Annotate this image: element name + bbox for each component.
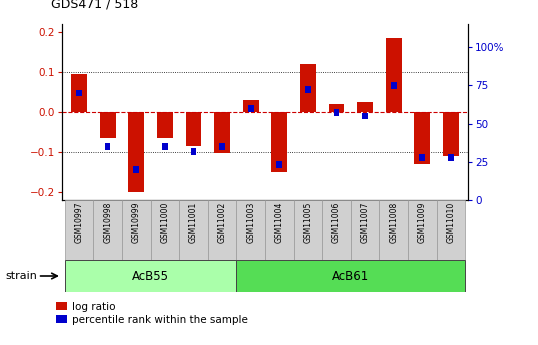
Bar bbox=[305, 87, 311, 93]
Bar bbox=[71, 74, 87, 112]
Bar bbox=[219, 143, 225, 150]
Text: GSM11010: GSM11010 bbox=[447, 202, 455, 243]
Bar bbox=[105, 143, 110, 150]
Bar bbox=[329, 104, 344, 112]
Bar bbox=[129, 112, 144, 192]
Text: GSM10997: GSM10997 bbox=[75, 202, 83, 244]
Bar bbox=[179, 200, 208, 260]
Bar bbox=[265, 200, 294, 260]
Bar bbox=[294, 200, 322, 260]
Bar bbox=[243, 100, 259, 112]
Bar bbox=[443, 112, 459, 156]
Text: GSM11006: GSM11006 bbox=[332, 202, 341, 243]
Bar bbox=[236, 260, 465, 292]
Bar bbox=[379, 200, 408, 260]
Bar bbox=[190, 148, 196, 155]
Bar bbox=[100, 112, 116, 138]
Bar bbox=[322, 200, 351, 260]
Bar bbox=[76, 90, 82, 97]
Text: GSM11002: GSM11002 bbox=[217, 202, 226, 243]
Text: GSM11000: GSM11000 bbox=[160, 202, 169, 243]
Bar bbox=[157, 112, 173, 138]
Text: GSM11009: GSM11009 bbox=[418, 202, 427, 243]
Bar bbox=[277, 161, 282, 168]
Bar bbox=[391, 82, 397, 89]
Text: GSM10999: GSM10999 bbox=[132, 202, 141, 244]
Text: GSM11005: GSM11005 bbox=[303, 202, 313, 243]
Bar bbox=[408, 200, 437, 260]
Bar bbox=[65, 260, 236, 292]
Bar bbox=[334, 109, 339, 116]
Legend: log ratio, percentile rank within the sample: log ratio, percentile rank within the sa… bbox=[56, 302, 248, 325]
Bar bbox=[186, 112, 201, 146]
Bar bbox=[162, 143, 168, 150]
Bar bbox=[214, 112, 230, 153]
Bar bbox=[437, 200, 465, 260]
Bar bbox=[386, 38, 401, 112]
Bar bbox=[448, 154, 454, 161]
Bar bbox=[236, 200, 265, 260]
Bar bbox=[300, 64, 316, 112]
Bar bbox=[362, 112, 368, 119]
Text: GSM10998: GSM10998 bbox=[103, 202, 112, 243]
Bar bbox=[208, 200, 236, 260]
Bar bbox=[151, 200, 179, 260]
Bar bbox=[357, 102, 373, 112]
Bar bbox=[414, 112, 430, 164]
Text: GSM11001: GSM11001 bbox=[189, 202, 198, 243]
Text: GSM11004: GSM11004 bbox=[275, 202, 284, 243]
Text: strain: strain bbox=[5, 271, 37, 281]
Bar bbox=[248, 105, 253, 112]
Text: GDS471 / 518: GDS471 / 518 bbox=[51, 0, 138, 10]
Bar bbox=[351, 200, 379, 260]
Text: AcB55: AcB55 bbox=[132, 269, 169, 283]
Text: GSM11008: GSM11008 bbox=[389, 202, 398, 243]
Text: AcB61: AcB61 bbox=[332, 269, 370, 283]
Bar bbox=[122, 200, 151, 260]
Bar bbox=[65, 200, 93, 260]
Bar bbox=[133, 166, 139, 173]
Bar bbox=[271, 112, 287, 172]
Text: GSM11003: GSM11003 bbox=[246, 202, 255, 243]
Bar bbox=[93, 200, 122, 260]
Text: GSM11007: GSM11007 bbox=[360, 202, 370, 243]
Bar bbox=[420, 154, 425, 161]
